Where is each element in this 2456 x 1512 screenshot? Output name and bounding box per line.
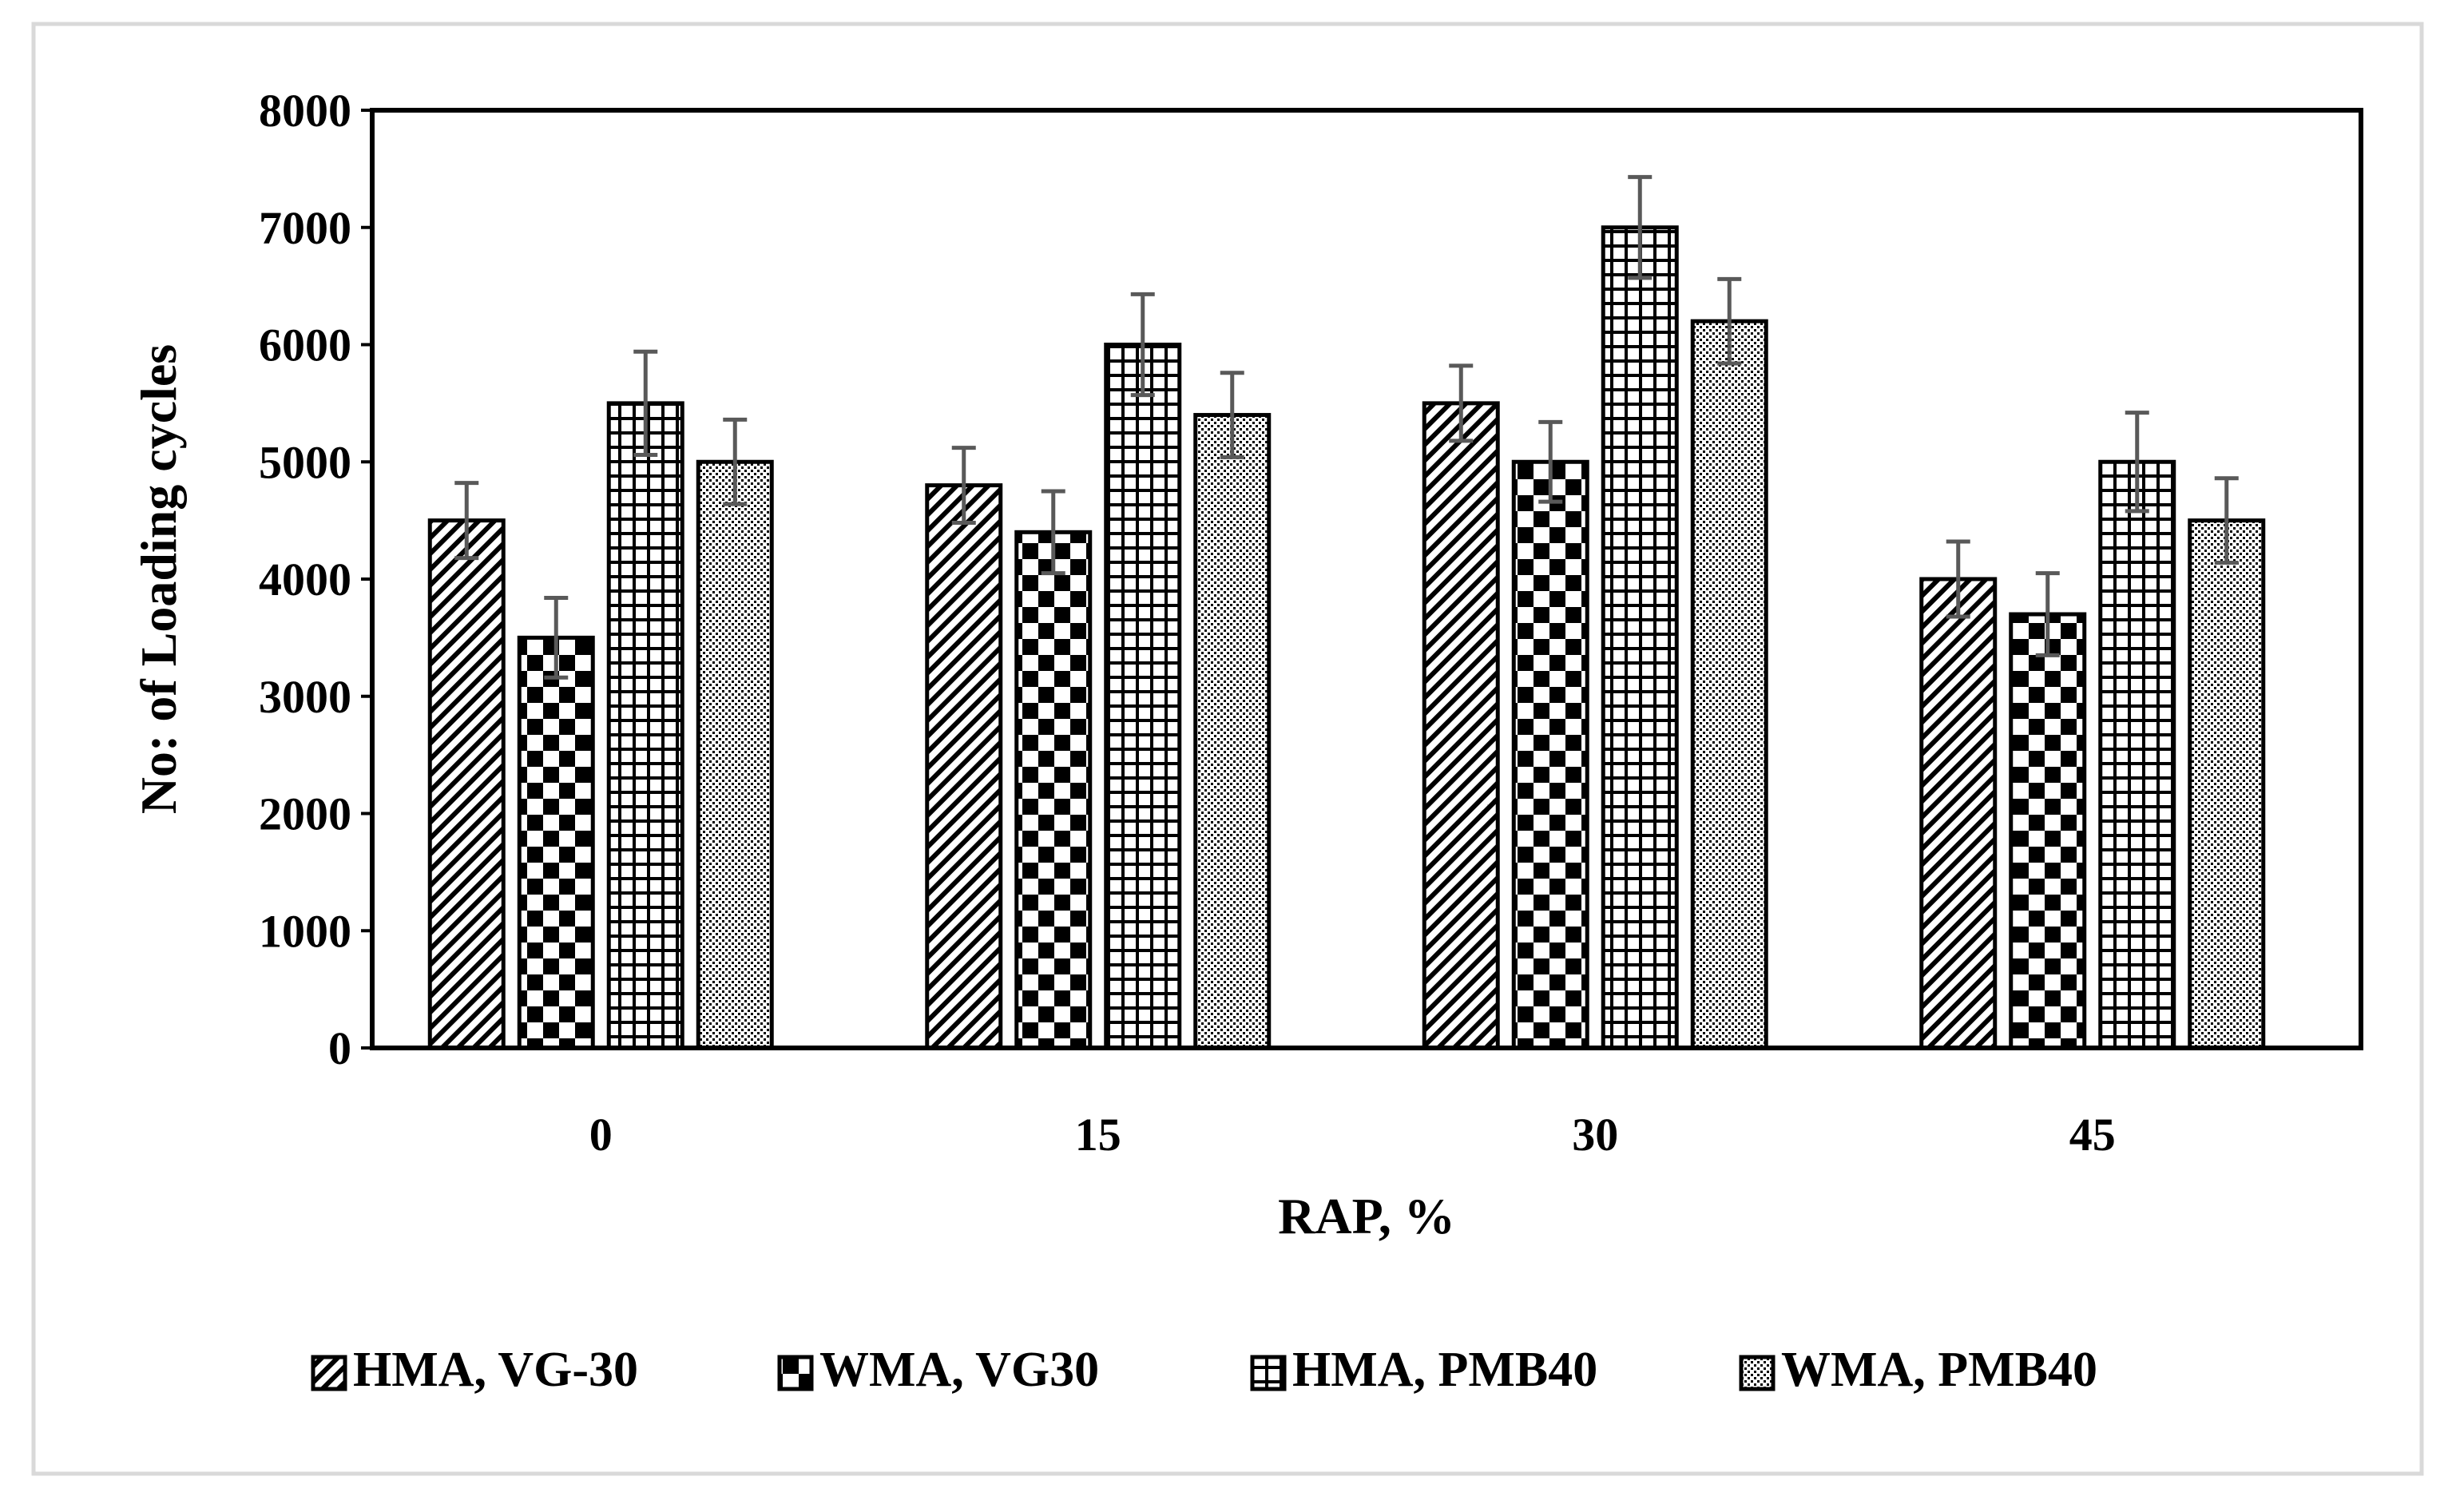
x-tick-label: 30 bbox=[1572, 1109, 1618, 1161]
bar bbox=[1690, 319, 1768, 1050]
legend-label: HMA, PMB40 bbox=[1292, 1343, 1597, 1397]
bar bbox=[1193, 413, 1272, 1050]
legend-label: WMA, PMB40 bbox=[1781, 1343, 2097, 1397]
x-tick-label: 45 bbox=[2069, 1109, 2116, 1161]
legend-swatch bbox=[1739, 1355, 1776, 1391]
y-tick-label: 0 bbox=[328, 1022, 351, 1074]
bar bbox=[1014, 530, 1093, 1050]
y-tick-label: 4000 bbox=[259, 554, 351, 605]
legend-label: HMA, VG-30 bbox=[353, 1343, 638, 1397]
y-tick-label: 6000 bbox=[259, 319, 351, 371]
bar bbox=[427, 518, 506, 1050]
bar bbox=[1104, 343, 1182, 1050]
bar bbox=[1511, 459, 1589, 1050]
y-axis-title: No: of Loading cycles bbox=[130, 344, 187, 814]
bar bbox=[2098, 459, 2176, 1050]
bar bbox=[2188, 518, 2266, 1050]
y-tick-label: 3000 bbox=[259, 671, 351, 723]
y-tick-label: 7000 bbox=[259, 202, 351, 254]
bar bbox=[517, 635, 595, 1050]
y-tick-label: 5000 bbox=[259, 436, 351, 488]
y-tick-label: 1000 bbox=[259, 905, 351, 957]
bar bbox=[606, 401, 684, 1050]
legend-swatch bbox=[1250, 1355, 1287, 1391]
bar bbox=[2009, 612, 2087, 1050]
legend-swatch bbox=[777, 1355, 814, 1391]
x-tick-label: 0 bbox=[589, 1109, 613, 1161]
bar bbox=[1601, 225, 1679, 1050]
legend-swatch bbox=[311, 1355, 347, 1391]
bar bbox=[696, 459, 774, 1050]
legend-label: WMA, VG30 bbox=[819, 1343, 1099, 1397]
x-tick-label: 15 bbox=[1075, 1109, 1121, 1161]
y-tick-label: 8000 bbox=[259, 85, 351, 137]
plot-area-border bbox=[370, 108, 2363, 1050]
x-axis-title: RAP, % bbox=[1278, 1188, 1455, 1244]
legend: HMA, VG-30 WMA, VG30 HMA, PMB40 WMA, PMB40 bbox=[311, 1343, 2097, 1397]
y-tick-label: 2000 bbox=[259, 788, 351, 840]
bar bbox=[925, 483, 1003, 1050]
bar bbox=[1422, 401, 1500, 1050]
bar bbox=[1919, 577, 1998, 1050]
